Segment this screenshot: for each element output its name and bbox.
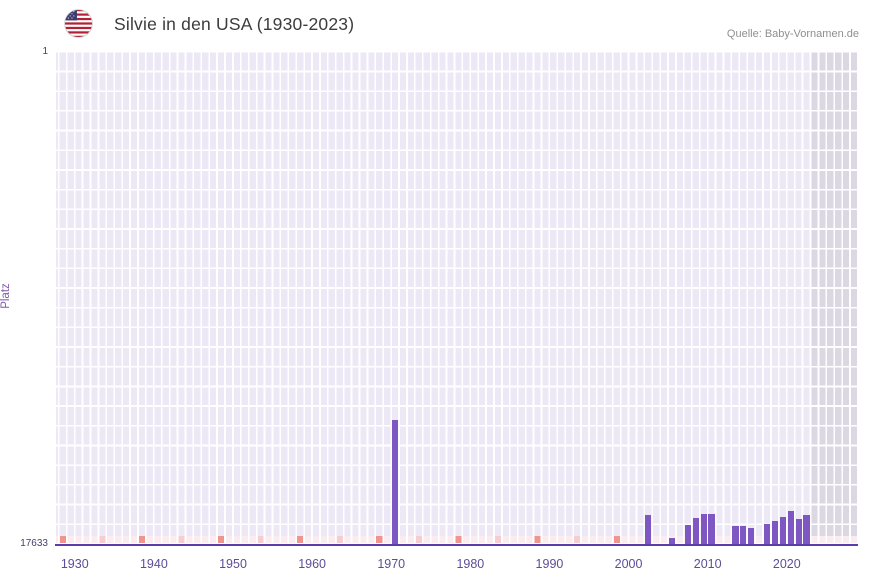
rank-bar[interactable] — [732, 526, 739, 544]
x-tick-label: 1930 — [60, 557, 89, 571]
rank-bar[interactable] — [692, 517, 699, 544]
no-rank-marker — [138, 536, 146, 544]
source-label: Quelle: Baby-Vornamen.de — [726, 28, 859, 40]
x-tick-label: 1960 — [298, 557, 327, 571]
no-rank-marker — [534, 536, 541, 544]
x-tick-label: 2020 — [772, 557, 801, 571]
x-axis-labels: 1930 1940 1950 1960 1970 1980 1990 2000 2010 2020 — [55, 557, 858, 577]
x-tick-label: 1950 — [219, 557, 247, 571]
rank-bar[interactable] — [795, 519, 802, 544]
plot-area — [55, 52, 858, 546]
us-flag-icon — [64, 9, 93, 38]
no-rank-marker — [59, 536, 67, 544]
gridlines — [55, 52, 858, 544]
y-tick-top: 1 — [42, 46, 48, 57]
y-axis-label: Platz — [0, 283, 12, 309]
rank-bar[interactable] — [763, 523, 771, 544]
x-tick-label: 1980 — [456, 557, 485, 571]
y-tick-bottom: 17633 — [20, 538, 48, 549]
rank-bar[interactable] — [668, 537, 676, 544]
x-tick-label: 1990 — [535, 557, 564, 571]
rank-bar[interactable] — [740, 526, 747, 544]
no-rank-marker — [613, 536, 620, 544]
no-rank-marker — [494, 536, 502, 544]
rank-bar[interactable] — [700, 513, 707, 544]
no-rank-marker — [336, 536, 343, 544]
no-rank-marker — [573, 536, 581, 544]
rank-bar[interactable] — [779, 516, 786, 544]
x-tick-label: 1940 — [139, 557, 168, 571]
rank-bar[interactable] — [392, 420, 399, 544]
no-rank-marker — [178, 536, 185, 544]
chart-title: Silvie in den USA (1930-2023) — [114, 14, 355, 34]
no-rank-marker — [297, 536, 304, 544]
no-rank-marker — [99, 536, 106, 544]
x-tick-label: 2010 — [693, 557, 722, 571]
no-rank-marker — [217, 536, 225, 544]
rank-bar[interactable] — [803, 515, 810, 544]
x-tick-label: 1970 — [377, 557, 406, 571]
x-tick-label: 2000 — [614, 557, 643, 571]
rank-bar[interactable] — [708, 513, 715, 544]
rank-bar[interactable] — [771, 520, 779, 544]
no-rank-marker — [257, 536, 264, 544]
no-rank-marker — [415, 536, 423, 544]
rank-bar[interactable] — [684, 524, 692, 544]
no-rank-marker — [455, 536, 462, 544]
no-rank-marker — [376, 536, 383, 544]
rank-bar[interactable] — [748, 527, 755, 544]
rank-bar[interactable] — [645, 515, 652, 544]
future-region — [810, 52, 858, 544]
rank-bar[interactable] — [787, 511, 794, 544]
